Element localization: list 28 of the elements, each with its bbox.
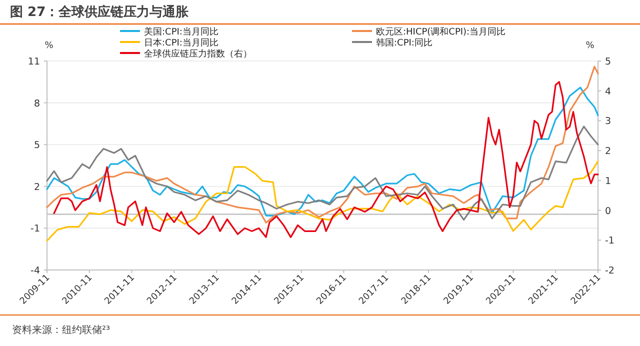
legend-label: 日本:CPI:当月同比 [144, 38, 218, 48]
text: 资料来源：纽约联储²³ [12, 324, 110, 336]
y2-axis-title: % [586, 41, 595, 51]
y2-tick-label: 4 [605, 86, 612, 98]
chart-title: 图 27：全球供应链压力与通胀 [10, 4, 190, 20]
legend-label: 全球供应链压力指数（右） [144, 48, 252, 60]
y-tick-label: 11 [28, 56, 40, 68]
y2-tick-label: 1 [605, 176, 612, 187]
y-tick-label: 5 [34, 140, 40, 152]
legend-label: 韩国:CPI:同比 [376, 38, 432, 48]
y-tick-label: 8 [34, 98, 40, 110]
y2-tick-label: 3 [605, 116, 612, 128]
line-series [53, 81, 599, 238]
y2-tick-label: -1 [605, 236, 614, 247]
y-tick-label: 2 [34, 182, 40, 193]
y2-tick-label: -2 [605, 266, 614, 276]
legend-label: 美国:CPI:当月同比 [144, 26, 218, 38]
legend-label: 欧元区:HICP(调和CPI):当月同比 [376, 26, 506, 38]
line-series [46, 86, 599, 216]
line-series [46, 126, 599, 221]
y-tick-label: -1 [30, 224, 40, 235]
y-tick-label: -4 [30, 266, 40, 276]
line-series [46, 160, 599, 242]
line-series [46, 66, 599, 224]
y-axis-title: % [44, 41, 54, 51]
y2-tick-label: 0 [605, 206, 612, 217]
y2-tick-label: 2 [605, 146, 612, 158]
y2-tick-label: 5 [605, 56, 612, 68]
